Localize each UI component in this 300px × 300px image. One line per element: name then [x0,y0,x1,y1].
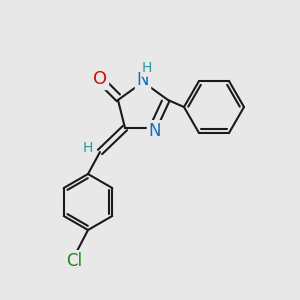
Text: N: N [149,122,161,140]
Text: Cl: Cl [66,252,82,270]
Text: H: H [83,141,93,155]
Text: O: O [93,70,107,88]
Text: H: H [142,61,152,75]
Text: N: N [137,71,149,89]
